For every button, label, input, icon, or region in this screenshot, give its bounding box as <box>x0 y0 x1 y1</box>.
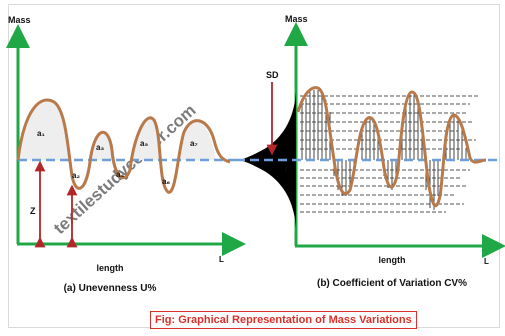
area-label-a2: a₂ <box>72 171 80 180</box>
right-x-axis-end: L <box>484 257 489 266</box>
right-mass-curve <box>296 86 487 208</box>
left-panel: Mass a₁ a₂ a₃ a₄ a₅ a₆ a₇ Z length L (a)… <box>6 15 246 294</box>
right-panel: Mass <box>236 14 505 289</box>
sd-label: SD <box>266 70 279 80</box>
left-mass-curve <box>16 98 231 194</box>
area-label-a5: a₅ <box>140 139 148 148</box>
right-caption: (b) Coefficient of Variation CV% <box>317 278 467 289</box>
right-x-axis-label: length <box>379 255 406 265</box>
left-caption: (a) Unevenness U% <box>64 283 157 294</box>
z-dimension-label: Z <box>30 206 36 216</box>
left-x-axis-end: L <box>219 255 224 264</box>
figure-title: Fig: Graphical Representation of Mass Va… <box>150 311 417 329</box>
area-label-a4: a₄ <box>116 170 124 179</box>
left-y-axis-label: Mass <box>8 15 31 25</box>
area-label-a6: a₆ <box>162 177 170 186</box>
area-label-a1: a₁ <box>37 129 45 138</box>
area-label-a7: a₇ <box>190 139 198 148</box>
right-y-axis-label: Mass <box>285 14 308 24</box>
left-x-axis-label: length <box>97 263 124 273</box>
mean-tick-label: / <box>285 167 287 174</box>
area-label-a3: a₃ <box>96 143 104 152</box>
